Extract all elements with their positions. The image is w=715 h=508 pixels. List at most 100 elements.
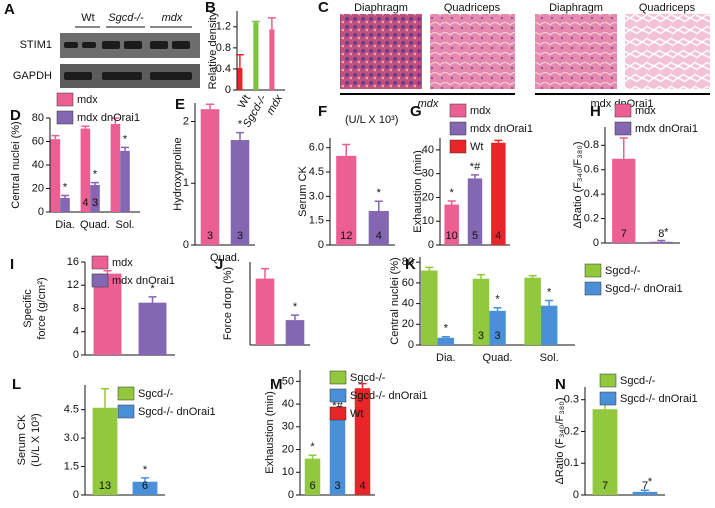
y-tick-label: 6.0 — [309, 142, 324, 154]
bar — [255, 278, 275, 345]
y-tick-label: 20 — [32, 182, 44, 194]
n-label: 4 — [376, 230, 382, 242]
y-tick-label: 40 — [282, 398, 294, 410]
y-tick-label: 0 — [408, 339, 414, 351]
legend-swatch — [329, 406, 347, 421]
n-label: 6 — [142, 480, 148, 492]
significance-mark: * — [377, 187, 382, 199]
chart-panel: L Serum CK (U/L X 10³) 0 1.5 3.0 4.5 13 6 * Sgcd-/… — [12, 376, 216, 501]
legend-swatch — [91, 273, 109, 288]
y-axis-label: (U/L X 10³) — [30, 413, 42, 466]
n-label: 3 — [494, 330, 500, 342]
significance-mark: *# — [470, 161, 481, 173]
legend-label: Sgcd-/- — [350, 372, 386, 384]
chart-panel: E Hydroxyproline 0 1 2 Quad. 3 3 * — [172, 96, 255, 264]
error-bar — [267, 17, 276, 30]
n-label: 7 — [602, 480, 608, 492]
bar — [237, 67, 243, 90]
n-label: 12 — [340, 230, 352, 242]
significance-mark: * — [648, 476, 653, 488]
y-tick-label: 1.5 — [64, 460, 79, 472]
blot-panel: A Wt Sgcd-/- mdx STIM1 GAPDH — [4, 1, 200, 88]
y-tick-label: 40 — [32, 159, 44, 171]
y-tick-label: 40 — [402, 297, 414, 309]
n-label: 4 — [82, 197, 88, 209]
tissue-image — [430, 14, 515, 89]
error-bar — [358, 382, 367, 389]
panel-letter: J — [215, 256, 223, 273]
legend-swatch — [599, 373, 617, 388]
panel-letter: E — [175, 96, 185, 113]
legend-label: mdx dnOrai1 — [635, 123, 698, 135]
bar — [336, 155, 357, 245]
significance-mark: * — [143, 464, 148, 476]
panel-letter: H — [590, 103, 601, 120]
y-tick-label: 40 — [422, 144, 434, 156]
legend-label: Wt — [470, 141, 483, 153]
n-label: 10 — [446, 230, 458, 242]
error-bar — [291, 314, 299, 321]
bar — [632, 491, 658, 495]
legend-swatch — [614, 121, 632, 136]
y-tick-label: 0.3 — [564, 394, 579, 406]
y-tick-label: 10 — [282, 466, 294, 478]
error-bar — [236, 131, 244, 141]
bar — [467, 178, 483, 245]
error-bar — [91, 181, 99, 185]
x-tick-label: Quad. — [483, 352, 513, 364]
x-tick-label: Sol. — [540, 352, 559, 364]
error-bar — [111, 117, 120, 124]
y-tick-label: 4.5 — [64, 404, 79, 416]
error-bar — [51, 134, 60, 140]
y-tick-label: 1.2 — [216, 21, 231, 33]
bar — [110, 123, 121, 212]
y-tick-label: 30 — [282, 421, 294, 433]
y-axis-label: ΔRatio (F₃₄₀/F₃₈₀) — [572, 141, 584, 228]
significance-mark: * — [444, 323, 449, 335]
significance-mark: * — [293, 301, 298, 313]
y-tick-label: 30 — [422, 168, 434, 180]
y-tick-label: 0 — [183, 239, 189, 251]
row-label: STIM1 — [20, 39, 52, 51]
legend-swatch — [449, 121, 467, 136]
significance-mark: * — [93, 169, 98, 181]
error-bar — [641, 489, 649, 492]
y-axis-label: Specific — [22, 289, 34, 328]
significance-mark: * — [495, 294, 500, 306]
legend-label: Sgcd-/- — [138, 388, 174, 400]
error-bar — [81, 125, 90, 129]
error-bar — [251, 20, 260, 23]
legend-swatch — [117, 386, 135, 401]
bar — [92, 407, 118, 495]
y-tick-label: 80 — [32, 112, 44, 124]
x-tick-label: Wt — [236, 93, 253, 111]
bar — [132, 481, 158, 495]
legend-label: mdx dnOrai1 — [77, 112, 140, 124]
bar — [354, 388, 371, 495]
y-tick-label: 60 — [32, 135, 44, 147]
chart-panel: I Specific force (g/cm²) 0 4 8 12 16 * mdx mdx dnO… — [10, 255, 175, 361]
y-tick-label: 0 — [288, 489, 294, 501]
y-tick-label: 20 — [402, 318, 414, 330]
x-tick-label: Quad. — [80, 219, 110, 231]
y-tick-label: 12 — [67, 279, 79, 291]
significance-mark: *# — [332, 400, 343, 412]
panel-letter: L — [12, 376, 21, 393]
error-bar — [441, 335, 450, 338]
error-bar — [148, 296, 157, 303]
y-axis-label: Central nuclei (%) — [10, 121, 22, 208]
bar — [491, 142, 506, 245]
error-bar — [528, 274, 537, 278]
y-tick-label: 0.8 — [216, 42, 231, 54]
y-axis-label: Exhaustion (min) — [264, 391, 276, 474]
tissue-image — [625, 14, 710, 89]
error-bar — [493, 306, 502, 311]
bar — [120, 150, 130, 212]
y-axis-label: Serum CK — [297, 165, 309, 216]
lane-label: Sgcd-/- — [108, 12, 144, 24]
bar — [80, 128, 91, 212]
